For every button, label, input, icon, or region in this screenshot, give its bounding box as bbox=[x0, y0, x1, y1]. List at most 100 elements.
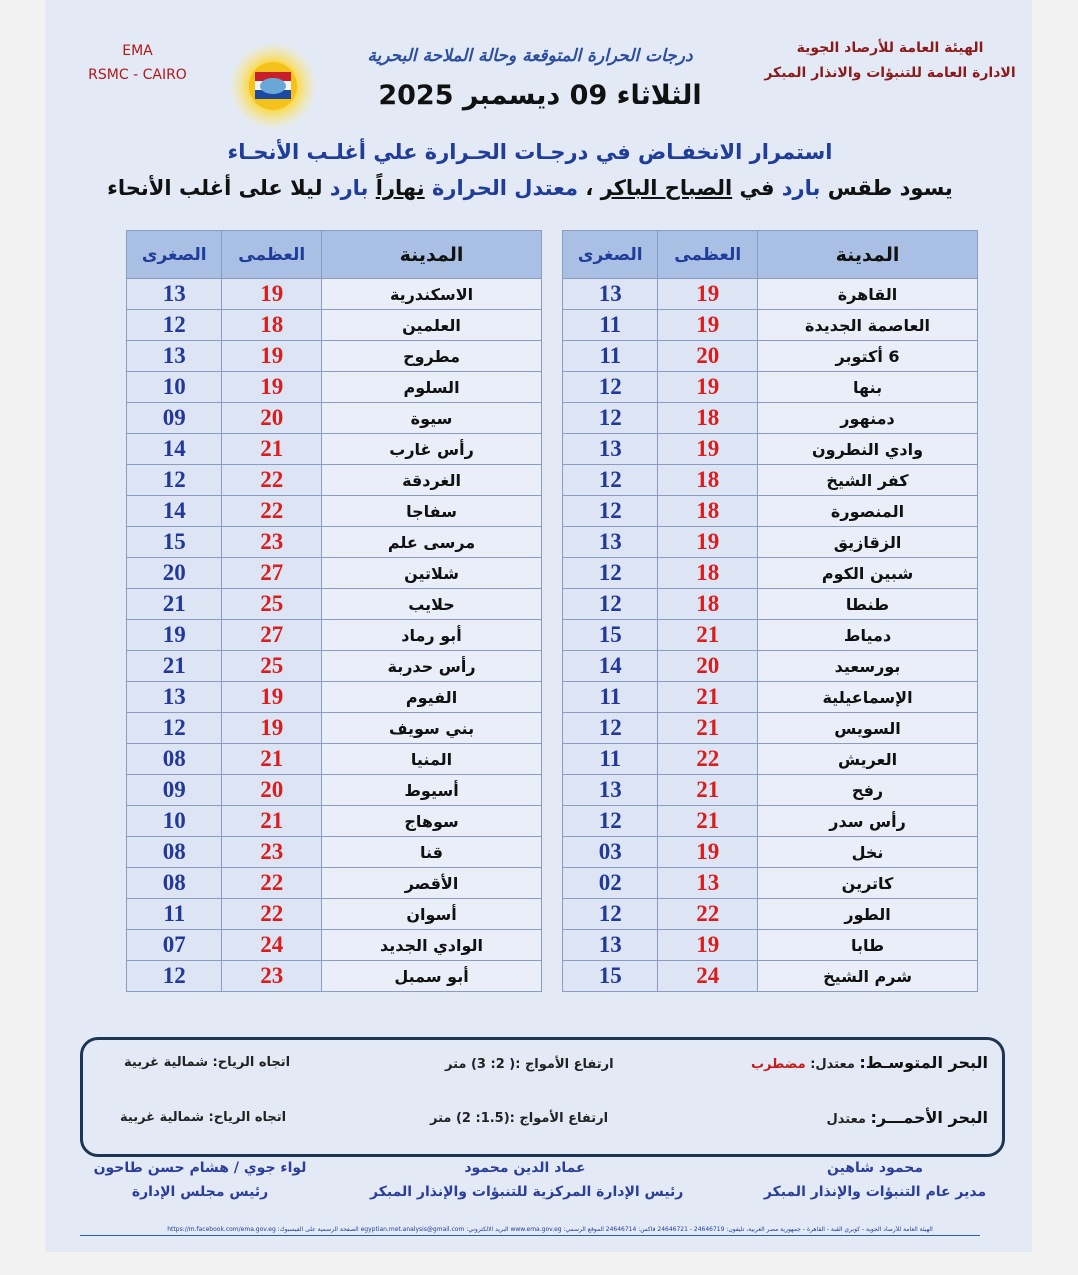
city: طابا bbox=[757, 929, 978, 961]
city: العلمين bbox=[321, 309, 542, 341]
min-temp: 21 bbox=[125, 588, 223, 620]
min-temp: 08 bbox=[125, 743, 223, 775]
max-temp: 19 bbox=[221, 712, 323, 744]
table-row: نخل 19 03 bbox=[561, 836, 978, 868]
column-header: الصغرى bbox=[125, 230, 223, 279]
city: أسوان bbox=[321, 898, 542, 930]
max-temp: 18 bbox=[657, 557, 759, 589]
min-temp: 07 bbox=[125, 929, 223, 961]
doc-title: درجات الحرارة المتوقعة وحالة الملاحة الب… bbox=[367, 46, 693, 66]
min-temp: 21 bbox=[125, 650, 223, 682]
summary-segment: بارد bbox=[781, 176, 821, 200]
max-temp: 19 bbox=[657, 371, 759, 403]
min-temp: 12 bbox=[125, 309, 223, 341]
city: العريش bbox=[757, 743, 978, 775]
city: أبو سمبل bbox=[321, 960, 542, 992]
max-temp: 22 bbox=[221, 464, 323, 496]
sea-wind: اتجاه الرياح: شمالية غربية bbox=[120, 1110, 287, 1125]
table-row: السلوم 19 10 bbox=[125, 371, 542, 403]
city: رأس حدربة bbox=[321, 650, 542, 682]
table-row: المنيا 21 08 bbox=[125, 743, 542, 775]
city: الإسماعيلية bbox=[757, 681, 978, 713]
column-header: المدينة bbox=[757, 230, 978, 279]
city: شبين الكوم bbox=[757, 557, 978, 589]
sea-name: البحر الأحمـــر: bbox=[870, 1108, 989, 1127]
max-temp: 18 bbox=[221, 309, 323, 341]
city: دمنهور bbox=[757, 402, 978, 434]
max-temp: 22 bbox=[657, 898, 759, 930]
max-temp: 20 bbox=[221, 402, 323, 434]
min-temp: 14 bbox=[561, 650, 659, 682]
org-line2: الادارة العامة للتنبؤات والانذار المبكر bbox=[764, 65, 1016, 81]
min-temp: 14 bbox=[125, 495, 223, 527]
table-row: قنا 23 08 bbox=[125, 836, 542, 868]
max-temp: 18 bbox=[657, 495, 759, 527]
min-temp: 10 bbox=[125, 805, 223, 837]
city: قنا bbox=[321, 836, 542, 868]
sea-state: معتدل: bbox=[810, 1057, 855, 1072]
max-temp: 21 bbox=[657, 712, 759, 744]
max-temp: 21 bbox=[657, 805, 759, 837]
city: أسيوط bbox=[321, 774, 542, 806]
sea-state-extra: مضطرب bbox=[750, 1057, 806, 1072]
city: مرسى علم bbox=[321, 526, 542, 558]
max-temp: 21 bbox=[221, 743, 323, 775]
max-temp: 19 bbox=[657, 929, 759, 961]
city: أبو رماد bbox=[321, 619, 542, 651]
table-row: كاترين 13 02 bbox=[561, 867, 978, 899]
table-row: سوهاج 21 10 bbox=[125, 805, 542, 837]
min-temp: 20 bbox=[125, 557, 223, 589]
table-row: أبو سمبل 23 12 bbox=[125, 960, 542, 992]
min-temp: 03 bbox=[561, 836, 659, 868]
max-temp: 22 bbox=[221, 495, 323, 527]
table-row: رأس حدربة 25 21 bbox=[125, 650, 542, 682]
signature-role: رئيس مجلس الإدارة bbox=[131, 1184, 269, 1200]
sea-box bbox=[80, 1037, 1005, 1157]
city: كفر الشيخ bbox=[757, 464, 978, 496]
min-temp: 11 bbox=[561, 340, 659, 372]
city: المنيا bbox=[321, 743, 542, 775]
min-temp: 12 bbox=[561, 557, 659, 589]
max-temp: 21 bbox=[657, 681, 759, 713]
max-temp: 23 bbox=[221, 836, 323, 868]
max-temp: 19 bbox=[657, 836, 759, 868]
city: العاصمة الجديدة bbox=[757, 309, 978, 341]
table-row: القاهرة 19 13 bbox=[561, 278, 978, 310]
summary-segment: في bbox=[739, 176, 775, 200]
min-temp: 13 bbox=[125, 278, 223, 310]
table-row: طنطا 18 12 bbox=[561, 588, 978, 620]
min-temp: 13 bbox=[561, 433, 659, 465]
city: شرم الشيخ bbox=[757, 960, 978, 992]
max-temp: 27 bbox=[221, 557, 323, 589]
sea-name: البحر المتوسـط: bbox=[859, 1053, 988, 1072]
min-temp: 11 bbox=[561, 309, 659, 341]
max-temp: 24 bbox=[657, 960, 759, 992]
min-temp: 08 bbox=[125, 836, 223, 868]
signature-name: لواء جوي / هشام حسن طاحون bbox=[93, 1160, 307, 1176]
table-row: الغردقة 22 12 bbox=[125, 464, 542, 496]
min-temp: 13 bbox=[561, 774, 659, 806]
sea-waves: ارتفاع الأمواج :(1.5: 2) متر bbox=[430, 1111, 609, 1126]
doc-date: الثلاثاء 09 ديسمبر 2025 bbox=[378, 80, 702, 111]
headline: استمرار الانخفـاض في درجـات الحـرارة علي… bbox=[227, 140, 833, 164]
table-row: الاسكندرية 19 13 bbox=[125, 278, 542, 310]
max-temp: 22 bbox=[657, 743, 759, 775]
min-temp: 12 bbox=[561, 495, 659, 527]
org-line1: الهيئة العامة للأرصاد الجوية bbox=[796, 40, 984, 56]
city: القاهرة bbox=[757, 278, 978, 310]
summary-segment: بارد bbox=[329, 176, 369, 200]
max-temp: 22 bbox=[221, 867, 323, 899]
max-temp: 27 bbox=[221, 619, 323, 651]
max-temp: 19 bbox=[657, 309, 759, 341]
city: السويس bbox=[757, 712, 978, 744]
max-temp: 23 bbox=[221, 960, 323, 992]
header-row: المدينة العظمى الصغرى bbox=[125, 230, 542, 279]
table-row: حلايب 25 21 bbox=[125, 588, 542, 620]
max-temp: 19 bbox=[657, 278, 759, 310]
signature-name: عماد الدين محمود bbox=[464, 1160, 586, 1176]
table-row: الإسماعيلية 21 11 bbox=[561, 681, 978, 713]
max-temp: 20 bbox=[657, 650, 759, 682]
min-temp: 12 bbox=[561, 588, 659, 620]
column-header: الصغرى bbox=[561, 230, 659, 279]
max-temp: 21 bbox=[221, 433, 323, 465]
